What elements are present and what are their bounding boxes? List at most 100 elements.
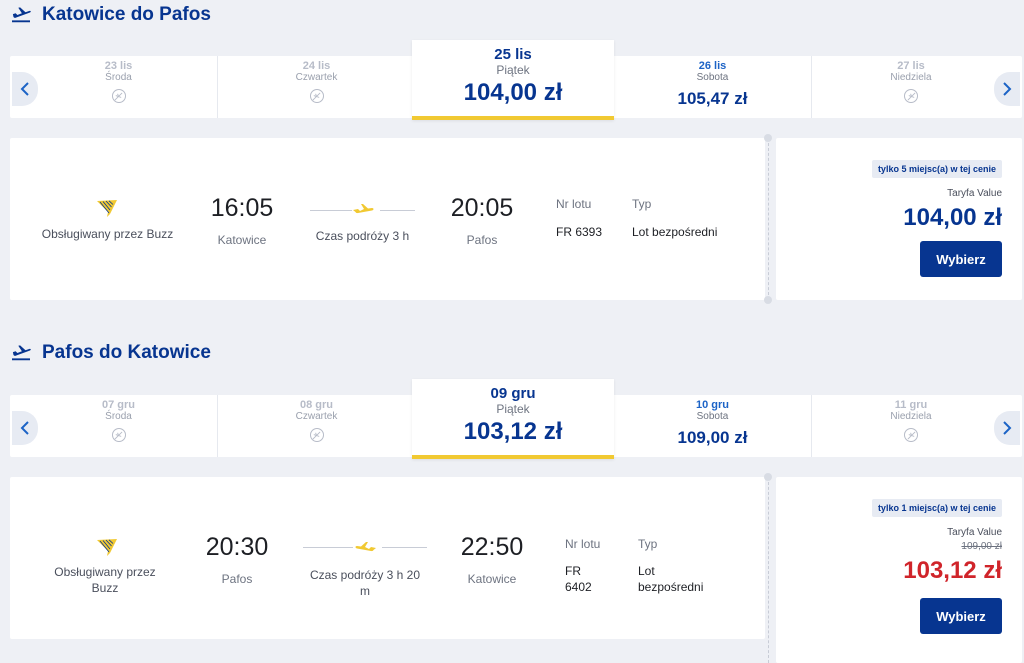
outbound-next-date-button[interactable] [994, 72, 1020, 106]
operator-label: Obsługiwany przez Buzz [41, 227, 174, 241]
departure-time: 20:30 [205, 533, 269, 561]
weekday-label: Niedziela [890, 411, 932, 422]
fare-price: 103,12 zł [903, 557, 1002, 584]
inbound-title: Pafos do Katowice [42, 342, 211, 363]
flight-type: Lot bezpośredni [632, 225, 718, 239]
departure-plane-icon [12, 345, 31, 361]
route-line-right [380, 210, 415, 211]
selected-indicator [412, 116, 614, 120]
outbound-prev-date-button[interactable] [12, 72, 38, 106]
outbound-flight-card[interactable]: Obsługiwany przez Buzz 16:05 Katowice Cz… [10, 138, 765, 300]
route-line-left [310, 210, 352, 211]
flight-type-label: Typ [638, 537, 658, 551]
weekday-label: Piątek [496, 402, 530, 416]
weekday-label: Środa [105, 411, 132, 422]
divider-notch-bottom [764, 296, 772, 304]
divider-notch-top [764, 134, 772, 142]
date-price: 104,00 zł [463, 79, 563, 106]
inbound-flight-card[interactable]: Obsługiwany przez Buzz 20:30 Pafos Czas … [10, 477, 765, 639]
inbound-date-10[interactable]: 10 gru Sobota 109,00 zł [614, 395, 812, 457]
flight-plane-icon [353, 204, 374, 214]
weekday-label: Sobota [696, 411, 729, 422]
date-label: 08 gru [299, 399, 333, 411]
departure-city: Pafos [221, 572, 253, 586]
date-label: 24 lis [302, 60, 331, 72]
flight-number: FR 6402 [565, 564, 592, 594]
inbound-date-08[interactable]: 08 gru Czwartek [218, 395, 416, 457]
outbound-date-23[interactable]: 23 lis Środa [20, 56, 218, 118]
flight-type: Lot bezpośredni [638, 564, 704, 594]
no-flight-icon [309, 428, 324, 442]
arrival-time: 22:50 [460, 533, 524, 561]
inbound-date-09-selected[interactable]: 09 gru Piątek 103,12 zł [412, 379, 614, 459]
chevron-right-icon [1003, 421, 1012, 435]
inbound-header: Pafos do Katowice [10, 338, 211, 368]
card-divider [768, 138, 769, 300]
selected-indicator [412, 455, 614, 459]
flight-number: FR 6393 [556, 225, 603, 239]
arrival-city: Pafos [466, 233, 498, 247]
no-flight-icon [904, 428, 918, 442]
departure-city: Katowice [217, 233, 267, 247]
operator-label: Obsługiwany przez Buzz [54, 565, 156, 595]
flight-type-label: Typ [632, 197, 652, 211]
date-label: 07 gru [101, 399, 135, 411]
chevron-left-icon [20, 421, 29, 435]
date-label: 09 gru [490, 385, 536, 402]
no-flight-icon [111, 428, 126, 442]
date-price: 103,12 zł [463, 418, 563, 445]
fare-name: Taryfa Value [947, 527, 1002, 538]
outbound-date-24[interactable]: 24 lis Czwartek [218, 56, 416, 118]
departure-time: 16:05 [210, 194, 274, 222]
inbound-prev-date-button[interactable] [12, 411, 38, 445]
no-flight-icon [111, 89, 126, 103]
weekday-label: Środa [105, 72, 132, 83]
select-outbound-button[interactable]: Wybierz [920, 241, 1002, 277]
weekday-label: Niedziela [890, 72, 932, 83]
outbound-date-25-selected[interactable]: 25 lis Piątek 104,00 zł [412, 40, 614, 120]
seats-left-badge: tylko 5 miejsc(a) w tej cenie [871, 160, 1002, 178]
departure-plane-icon [12, 7, 31, 23]
route-line-right [382, 547, 427, 548]
date-label: 25 lis [494, 46, 532, 63]
arrival-city: Katowice [467, 572, 517, 586]
weekday-label: Piątek [496, 63, 530, 77]
date-label: 23 lis [104, 60, 133, 72]
inbound-date-11[interactable]: 11 gru Niedziela [812, 395, 1010, 457]
no-flight-icon [309, 89, 324, 103]
seats-left-badge: tylko 1 miejsc(a) w tej cenie [871, 499, 1002, 517]
chevron-left-icon [20, 82, 29, 96]
fare-name: Taryfa Value [947, 188, 1002, 199]
inbound-next-date-button[interactable] [994, 411, 1020, 445]
chevron-right-icon [1003, 82, 1012, 96]
card-divider [768, 477, 769, 663]
weekday-label: Czwartek [295, 72, 338, 83]
route-line-left [303, 547, 353, 548]
flight-duration: Czas podróży 3 h 20 m [309, 568, 421, 598]
outbound-header: Katowice do Pafos [10, 0, 211, 30]
date-label: 26 lis [698, 60, 727, 72]
outbound-date-26[interactable]: 26 lis Sobota 105,47 zł [614, 56, 812, 118]
date-price: 105,47 zł [677, 89, 748, 108]
select-inbound-button[interactable]: Wybierz [920, 598, 1002, 634]
inbound-date-07[interactable]: 07 gru Środa [20, 395, 218, 457]
no-flight-icon [904, 89, 918, 103]
date-label: 10 gru [695, 399, 729, 411]
weekday-label: Czwartek [295, 411, 338, 422]
outbound-fare-panel: tylko 5 miejsc(a) w tej cenie Taryfa Val… [776, 138, 1022, 300]
outbound-date-27[interactable]: 27 lis Niedziela [812, 56, 1010, 118]
date-price: 109,00 zł [677, 428, 748, 447]
outbound-title: Katowice do Pafos [42, 4, 211, 25]
arrival-time: 20:05 [450, 194, 514, 222]
original-price: 109,00 zł [961, 541, 1002, 552]
inbound-fare-panel: tylko 1 miejsc(a) w tej cenie Taryfa Val… [776, 477, 1022, 663]
flight-number-label: Nr lotu [565, 537, 601, 551]
ryanair-harp-logo [97, 200, 117, 217]
flight-duration: Czas podróży 3 h [315, 229, 410, 243]
flight-plane-icon [355, 542, 376, 552]
divider-notch-top [764, 473, 772, 481]
ryanair-harp-logo [97, 539, 117, 556]
fare-price: 104,00 zł [903, 204, 1002, 231]
weekday-label: Sobota [696, 72, 729, 83]
date-label: 11 gru [894, 399, 928, 411]
